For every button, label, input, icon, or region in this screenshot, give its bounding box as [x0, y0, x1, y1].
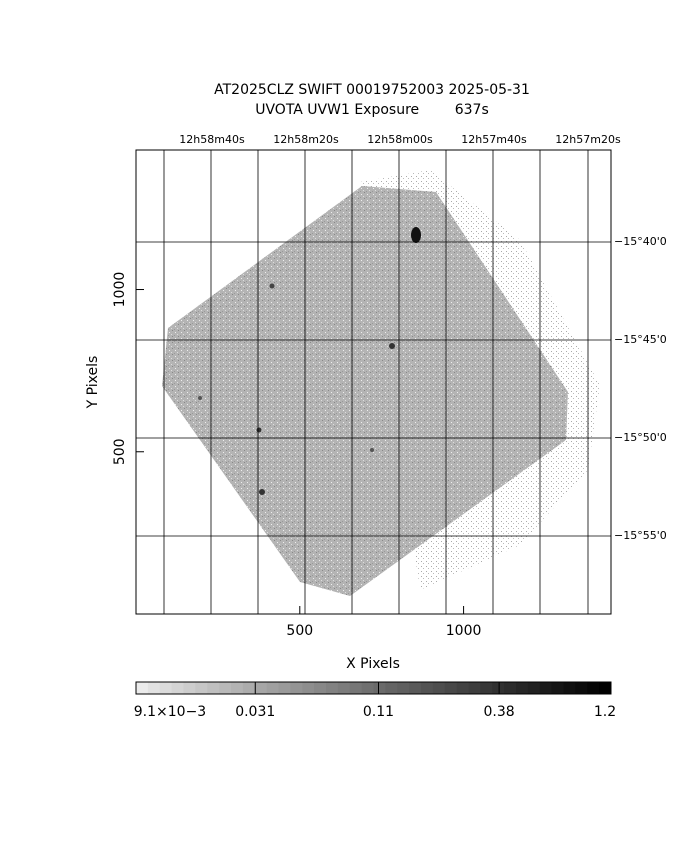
colorbar-step — [373, 682, 386, 694]
chart-title: AT2025CLZ SWIFT 00019752003 2025-05-31 — [214, 82, 530, 98]
colorbar-tick-label: 0.031 — [235, 704, 275, 720]
colorbar-step — [136, 682, 149, 694]
chart-subtitle: UVOTA UVW1 Exposure 637s — [255, 102, 489, 118]
colorbar-step — [349, 682, 363, 694]
colorbar-step — [242, 682, 256, 694]
ra-label: 12h57m20s — [555, 133, 621, 146]
ra-label: 12h58m20s — [273, 133, 339, 146]
dec-label: −15°45'0 — [614, 333, 667, 346]
x-tick-label: 500 — [286, 623, 313, 639]
plot-frame — [135, 149, 612, 615]
colorbar-step — [314, 682, 327, 694]
colorbar-step — [563, 682, 576, 694]
colorbar-step — [326, 682, 339, 694]
dec-label: −15°50'0 — [614, 431, 667, 444]
colorbar-step — [421, 682, 434, 694]
colorbar-step — [539, 682, 553, 694]
colorbar-step — [527, 682, 541, 694]
colorbar-step — [385, 682, 398, 694]
colorbar-step — [183, 682, 196, 694]
colorbar-step — [219, 682, 232, 694]
ra-label: 12h57m40s — [461, 133, 527, 146]
colorbar-step — [468, 682, 481, 694]
ra-label: 12h58m40s — [179, 133, 245, 146]
colorbar-step — [171, 682, 184, 694]
colorbar-tick-label: 0.11 — [363, 704, 394, 720]
dec-label: −15°55'0 — [614, 529, 667, 542]
sky-image — [162, 170, 600, 596]
colorbar-step — [337, 682, 351, 694]
colorbar-step — [432, 682, 446, 694]
colorbar-step — [290, 682, 303, 694]
colorbar-step — [195, 682, 208, 694]
colorbar-step — [147, 682, 161, 694]
colorbar-step — [599, 682, 612, 694]
colorbar-step — [266, 682, 279, 694]
colorbar-step — [207, 682, 220, 694]
colorbar-step — [575, 682, 588, 694]
colorbar-tick-label: 9.1×10−3 — [134, 704, 206, 720]
dec-label: −15°40'0 — [614, 235, 667, 248]
colorbar-step — [278, 682, 291, 694]
y-tick-label: 1000 — [112, 272, 128, 308]
colorbar-step — [587, 682, 600, 694]
colorbar-tick-label: 1.2 — [594, 704, 616, 720]
colorbar-step — [516, 682, 529, 694]
ra-label: 12h58m00s — [367, 133, 433, 146]
colorbar-step — [254, 682, 268, 694]
colorbar-tick-label: 0.38 — [484, 704, 515, 720]
colorbar-step — [361, 682, 374, 694]
colorbar-step — [231, 682, 244, 694]
x-tick-label: 1000 — [446, 623, 482, 639]
colorbar-step — [492, 682, 505, 694]
colorbar-step — [480, 682, 493, 694]
y-axis-label: Y Pixels — [85, 356, 101, 410]
y-tick-label: 500 — [112, 438, 128, 465]
colorbar-step — [302, 682, 315, 694]
colorbar: 9.1×10−3 0.031 0.11 0.38 1.2 — [134, 681, 616, 720]
colorbar-step — [397, 682, 410, 694]
colorbar-step — [456, 682, 469, 694]
colorbar-step — [159, 682, 173, 694]
colorbar-step — [444, 682, 458, 694]
coordinate-grid — [136, 150, 611, 614]
x-axis-label: X Pixels — [346, 656, 400, 672]
colorbar-step — [504, 682, 517, 694]
colorbar-step — [409, 682, 422, 694]
colorbar-step — [551, 682, 564, 694]
